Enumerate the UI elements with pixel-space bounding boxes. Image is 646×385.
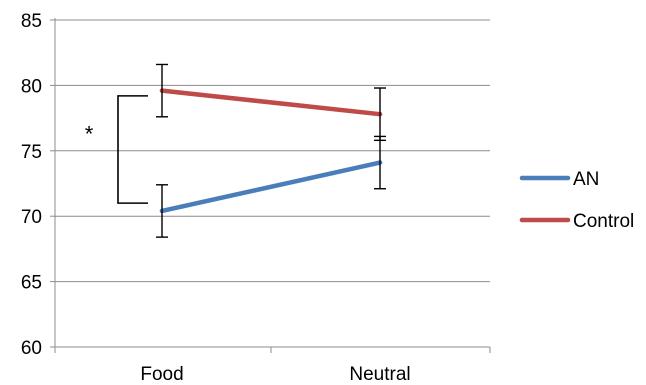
error-bars [156, 63, 386, 238]
significance-asterisk: * [85, 121, 94, 146]
legend-label-an: AN [573, 169, 599, 190]
y-tick-label: 60 [21, 338, 42, 359]
axes [50, 18, 491, 353]
series-line-control [159, 88, 383, 117]
series-lines [159, 88, 383, 214]
x-tick-labels: Food Neutral [140, 364, 410, 385]
gridlines [55, 19, 490, 283]
annotations: * [85, 95, 148, 204]
y-tick-label: 75 [21, 142, 42, 163]
significance-bracket [117, 95, 148, 204]
y-tick-labels: 60 65 70 75 80 85 [21, 11, 42, 359]
y-tick-label: 85 [21, 11, 42, 32]
y-tick-label: 80 [21, 76, 42, 97]
series-line-an [159, 160, 383, 214]
y-tick-label: 65 [21, 273, 42, 294]
x-tick-label: Neutral [349, 364, 410, 385]
x-tick-label: Food [140, 364, 183, 385]
y-tick-label: 70 [21, 207, 42, 228]
legend-label-control: Control [573, 211, 634, 232]
legend: AN Control [519, 169, 634, 232]
